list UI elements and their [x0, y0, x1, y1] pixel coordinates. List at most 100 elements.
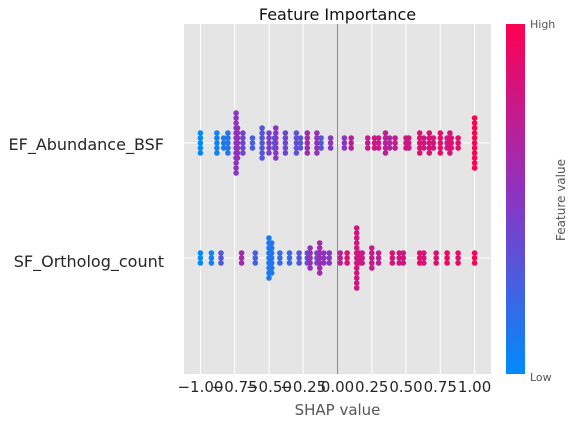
shap-point — [386, 135, 393, 141]
shap-point — [406, 135, 412, 141]
shap-point — [225, 135, 231, 141]
shap-point — [259, 130, 265, 136]
shap-point — [314, 130, 320, 136]
shap-point — [321, 255, 327, 261]
shap-point — [197, 150, 204, 156]
shap-point — [382, 140, 389, 146]
shap-point — [293, 135, 300, 141]
shap-point — [389, 260, 396, 266]
shap-point — [233, 170, 239, 176]
shap-point — [268, 255, 275, 261]
shap-point — [307, 265, 313, 271]
shap-point — [471, 120, 478, 126]
shap-point — [448, 140, 455, 146]
shap-point — [353, 225, 360, 231]
shap-point — [389, 255, 396, 261]
feature-label-sf-ortholog-count: SF_Ortholog_count — [14, 252, 164, 272]
shap-point — [421, 260, 427, 266]
shap-point — [321, 260, 327, 266]
shap-point — [326, 250, 333, 256]
shap-point — [348, 135, 355, 141]
shap-point — [421, 135, 427, 141]
shap-point — [344, 255, 350, 261]
shap-point — [364, 140, 371, 146]
shap-point — [353, 280, 360, 286]
shap-point — [406, 140, 412, 146]
shap-point — [455, 145, 461, 151]
shap-point — [426, 145, 433, 151]
shap-point — [392, 145, 398, 151]
shap-point — [225, 150, 231, 156]
x-tick-label: 0.00 — [321, 378, 354, 396]
colorbar-low-label: Low — [530, 371, 552, 384]
shap-point — [225, 130, 231, 136]
shap-point — [238, 255, 245, 261]
shap-point — [396, 260, 403, 266]
shap-point — [268, 265, 275, 271]
shap-point — [249, 140, 256, 146]
shap-point — [353, 240, 360, 246]
shap-point — [293, 130, 300, 136]
shap-point — [369, 250, 375, 256]
shap-point — [268, 245, 275, 251]
shap-point — [208, 255, 215, 261]
shap-point — [304, 145, 311, 151]
shap-point — [318, 135, 324, 141]
shap-point — [471, 155, 478, 161]
shap-point — [273, 150, 279, 156]
shap-point — [297, 145, 304, 151]
shap-point — [266, 145, 272, 151]
shap-point — [208, 250, 215, 256]
shap-point — [359, 250, 366, 256]
shap-point — [444, 260, 450, 266]
x-tick-label: −0.75 — [212, 378, 258, 396]
shap-point — [197, 140, 204, 146]
shap-point — [296, 250, 302, 256]
shap-point — [234, 140, 241, 146]
shap-point — [341, 145, 348, 151]
shap-point — [304, 150, 311, 156]
shap-point — [344, 250, 350, 256]
shap-point — [225, 145, 231, 151]
shap-point — [348, 145, 355, 151]
shap-point — [421, 250, 427, 256]
shap-point — [364, 145, 371, 151]
shap-point — [238, 250, 245, 256]
shap-point — [259, 145, 265, 151]
shap-point — [286, 255, 293, 261]
shap-point — [220, 135, 227, 141]
shap-point — [321, 250, 327, 256]
shap-point — [353, 245, 360, 251]
x-tick-label: 0.75 — [424, 378, 457, 396]
shap-point — [252, 250, 259, 256]
shap-point — [234, 150, 241, 156]
shap-point — [344, 260, 350, 266]
shap-point — [341, 135, 348, 141]
shap-point — [400, 250, 407, 256]
shap-point — [416, 140, 423, 146]
shap-point — [471, 140, 478, 146]
chart-title: Feature Importance — [259, 5, 416, 24]
shap-point — [268, 250, 275, 256]
shap-point — [444, 250, 450, 256]
shap-point — [326, 255, 333, 261]
feature-label-ef-abundance-bsf: EF_Abundance_BSF — [9, 135, 165, 155]
shap-point — [282, 135, 289, 141]
shap-point — [416, 145, 423, 151]
shap-point — [318, 140, 324, 146]
shap-point — [437, 130, 444, 136]
shap-point — [447, 130, 453, 136]
shap-point — [259, 125, 265, 131]
shap-point — [375, 255, 382, 261]
shap-point — [421, 145, 427, 151]
shap-point — [314, 135, 320, 141]
shap-point — [273, 135, 279, 141]
shap-point — [437, 135, 444, 141]
shap-point — [273, 145, 279, 151]
shap-point — [375, 250, 382, 256]
shap-point — [316, 250, 323, 256]
shap-point — [238, 260, 245, 266]
shap-point — [277, 250, 283, 256]
shap-point — [455, 250, 461, 256]
shap-point — [471, 145, 478, 151]
